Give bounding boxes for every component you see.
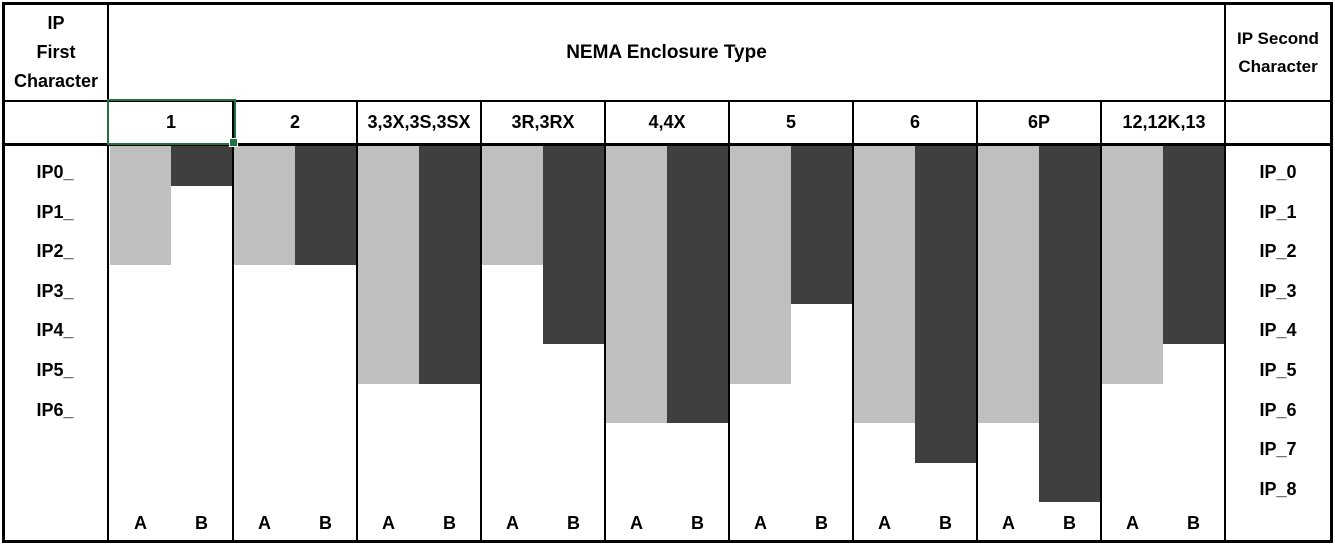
nema-type-header-6[interactable]: 6	[854, 102, 978, 143]
left-axis-header-line: IP	[47, 13, 65, 33]
bar-a-label[interactable]: A	[1126, 513, 1139, 533]
bar-a-label[interactable]: A	[134, 513, 147, 533]
left-tick-ip4[interactable]: IP4_	[36, 320, 74, 341]
nema-column-3r: A B	[482, 146, 606, 540]
bar-b-label[interactable]: B	[567, 513, 580, 533]
bar-second-char	[419, 146, 480, 384]
bar-second-char	[1039, 146, 1100, 502]
bar-a-label[interactable]: A	[754, 513, 767, 533]
nema-column-2: A B	[234, 146, 358, 540]
right-tick-ip1[interactable]: IP_1	[1259, 201, 1297, 222]
chart-title-cell[interactable]: NEMA Enclosure Type	[109, 5, 1224, 100]
left-axis-header-line: First	[36, 42, 76, 62]
bar-a-label[interactable]: A	[630, 513, 643, 533]
nema-column-6p: A B	[978, 146, 1102, 540]
bar-first-char	[854, 146, 915, 423]
right-tick-ip4[interactable]: IP_4	[1259, 320, 1297, 341]
bar-b-label[interactable]: B	[195, 513, 208, 533]
bar-a-label[interactable]: A	[878, 513, 891, 533]
bar-b-label[interactable]: B	[1187, 513, 1200, 533]
left-tick-ip1[interactable]: IP1_	[36, 201, 74, 222]
bar-b-label[interactable]: B	[815, 513, 828, 533]
nema-column-3: A B	[358, 146, 482, 540]
chart-top-border-line	[5, 143, 1330, 146]
bar-first-char	[358, 146, 419, 384]
right-axis-header-cell[interactable]: IP Second Character	[1226, 5, 1330, 100]
bar-b-label[interactable]: B	[319, 513, 332, 533]
right-tick-ip8[interactable]: IP_8	[1259, 478, 1297, 499]
bar-first-char	[606, 146, 667, 423]
bar-a-label[interactable]: A	[382, 513, 395, 533]
bar-second-char	[915, 146, 976, 463]
left-axis-divider-line	[107, 5, 109, 540]
left-tick-ip2[interactable]: IP2_	[36, 241, 74, 262]
bar-a-label[interactable]: A	[506, 513, 519, 533]
nema-type-header-1[interactable]: 1	[110, 102, 234, 143]
bar-second-char	[543, 146, 604, 344]
right-tick-ip7[interactable]: IP_7	[1259, 439, 1297, 460]
nema-column-4: A B	[606, 146, 730, 540]
right-axis-ticks: IP_0 IP_1 IP_2 IP_3 IP_4 IP_5 IP_6 IP_7 …	[1228, 153, 1328, 509]
bar-first-char	[730, 146, 791, 384]
bar-second-char	[791, 146, 852, 304]
right-tick-ip0[interactable]: IP_0	[1259, 162, 1297, 182]
bar-b-label[interactable]: B	[443, 513, 456, 533]
left-tick-ip3[interactable]: IP3_	[36, 280, 74, 301]
bar-first-char	[234, 146, 295, 265]
right-axis-header-line: IP Second	[1237, 28, 1319, 48]
nema-type-header-2[interactable]: 2	[234, 102, 358, 143]
header-divider-line	[5, 100, 1330, 102]
right-tick-ip2[interactable]: IP_2	[1259, 241, 1297, 262]
bar-first-char	[110, 146, 171, 265]
fill-handle[interactable]	[229, 138, 238, 147]
nema-type-header-3r[interactable]: 3R,3RX	[482, 102, 606, 143]
bar-a-label[interactable]: A	[258, 513, 271, 533]
nema-type-header-3[interactable]: 3,3X,3S,3SX	[358, 102, 482, 143]
right-axis-divider-line	[1224, 5, 1226, 540]
right-tick-ip3[interactable]: IP_3	[1259, 280, 1297, 301]
nema-type-header-row: 1 2 3,3X,3S,3SX 3R,3RX 4,4X 5 6 6P 12,12…	[110, 102, 1226, 143]
right-axis-header-line: Character	[1238, 56, 1318, 76]
bar-a-label[interactable]: A	[1002, 513, 1015, 533]
bar-second-char	[1163, 146, 1224, 344]
nema-type-header-6p[interactable]: 6P	[978, 102, 1102, 143]
nema-column-6: A B	[854, 146, 978, 540]
nema-column-12: A B	[1102, 146, 1226, 540]
nema-type-header-5[interactable]: 5	[730, 102, 854, 143]
nema-type-header-4[interactable]: 4,4X	[606, 102, 730, 143]
left-axis-header-line: Character	[13, 71, 99, 91]
bar-second-char	[295, 146, 356, 265]
chart-title: NEMA Enclosure Type	[566, 41, 767, 63]
bar-b-label[interactable]: B	[691, 513, 704, 533]
bar-b-label[interactable]: B	[939, 513, 952, 533]
bar-second-char	[667, 146, 728, 423]
nema-column-1: A B	[110, 146, 234, 540]
chart-plot-area: A B A B A B A B A B	[110, 146, 1226, 540]
selected-cell-outline[interactable]	[107, 99, 238, 147]
bar-first-char	[1102, 146, 1163, 384]
bar-first-char	[978, 146, 1039, 423]
bar-first-char	[482, 146, 543, 265]
nema-column-5: A B	[730, 146, 854, 540]
left-axis-ticks: IP0_ IP1_ IP2_ IP3_ IP4_ IP5_ IP6_	[5, 153, 105, 430]
bar-b-label[interactable]: B	[1063, 513, 1076, 533]
bar-second-char	[171, 146, 232, 186]
nema-type-header-12[interactable]: 12,12K,13	[1122, 112, 1206, 132]
left-tick-ip6[interactable]: IP6_	[36, 399, 74, 420]
left-tick-ip5[interactable]: IP5_	[36, 359, 74, 380]
left-tick-ip0[interactable]: IP0_	[36, 162, 74, 182]
right-tick-ip6[interactable]: IP_6	[1259, 399, 1297, 420]
right-tick-ip5[interactable]: IP_5	[1259, 359, 1297, 380]
left-axis-header-cell[interactable]: IP First Character	[5, 5, 107, 100]
